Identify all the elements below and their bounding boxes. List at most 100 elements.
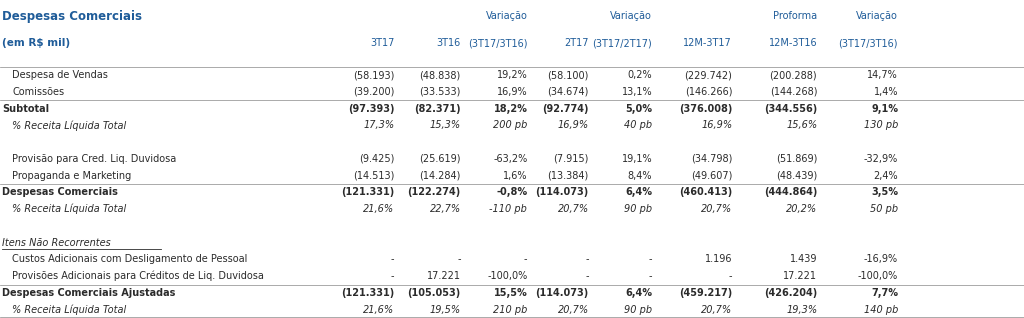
Text: (121.331): (121.331) <box>341 288 394 298</box>
Text: (49.607): (49.607) <box>691 171 732 181</box>
Text: % Receita Líquida Total: % Receita Líquida Total <box>12 120 127 131</box>
Text: -: - <box>649 271 652 281</box>
Text: -32,9%: -32,9% <box>864 154 898 164</box>
Text: 50 pb: 50 pb <box>870 204 898 214</box>
Text: 20,2%: 20,2% <box>786 204 817 214</box>
Text: (14.284): (14.284) <box>420 171 461 181</box>
Text: (39.200): (39.200) <box>353 87 394 97</box>
Text: -: - <box>524 254 527 264</box>
Text: 6,4%: 6,4% <box>626 288 652 298</box>
Text: 15,5%: 15,5% <box>494 288 527 298</box>
Text: 17.221: 17.221 <box>783 271 817 281</box>
Text: (9.425): (9.425) <box>358 154 394 164</box>
Text: (58.193): (58.193) <box>353 70 394 80</box>
Text: -: - <box>391 254 394 264</box>
Text: 16,9%: 16,9% <box>701 121 732 130</box>
Text: 14,7%: 14,7% <box>867 70 898 80</box>
Text: 17.221: 17.221 <box>427 271 461 281</box>
Text: 8,4%: 8,4% <box>628 171 652 181</box>
Text: (460.413): (460.413) <box>679 187 732 197</box>
Text: 5,0%: 5,0% <box>626 104 652 114</box>
Text: 3T16: 3T16 <box>436 38 461 48</box>
Text: -: - <box>586 254 589 264</box>
Text: 21,6%: 21,6% <box>364 305 394 315</box>
Text: (426.204): (426.204) <box>764 288 817 298</box>
Text: (114.073): (114.073) <box>536 288 589 298</box>
Text: Itens Não Recorrentes: Itens Não Recorrentes <box>2 238 111 248</box>
Text: (25.619): (25.619) <box>419 154 461 164</box>
Text: 2T17: 2T17 <box>564 38 589 48</box>
Text: (34.798): (34.798) <box>691 154 732 164</box>
Text: 19,2%: 19,2% <box>497 70 527 80</box>
Text: Subtotal: Subtotal <box>2 104 49 114</box>
Text: Proforma: Proforma <box>773 11 817 21</box>
Text: (376.008): (376.008) <box>679 104 732 114</box>
Text: (82.371): (82.371) <box>414 104 461 114</box>
Text: (121.331): (121.331) <box>341 187 394 197</box>
Text: 1.196: 1.196 <box>705 254 732 264</box>
Text: 20,7%: 20,7% <box>558 305 589 315</box>
Text: Provisões Adicionais para Créditos de Liq. Duvidosa: Provisões Adicionais para Créditos de Li… <box>12 271 264 281</box>
Text: -100,0%: -100,0% <box>487 271 527 281</box>
Text: 40 pb: 40 pb <box>625 121 652 130</box>
Text: (344.556): (344.556) <box>764 104 817 114</box>
Text: 130 pb: 130 pb <box>863 121 898 130</box>
Text: 13,1%: 13,1% <box>622 87 652 97</box>
Text: Provisão para Cred. Liq. Duvidosa: Provisão para Cred. Liq. Duvidosa <box>12 154 176 164</box>
Text: 0,2%: 0,2% <box>628 70 652 80</box>
Text: 15,6%: 15,6% <box>786 121 817 130</box>
Text: (114.073): (114.073) <box>536 187 589 197</box>
Text: -: - <box>458 254 461 264</box>
Text: % Receita Líquida Total: % Receita Líquida Total <box>12 204 127 214</box>
Text: (14.513): (14.513) <box>353 171 394 181</box>
Text: Custos Adicionais com Desligamento de Pessoal: Custos Adicionais com Desligamento de Pe… <box>12 254 248 264</box>
Text: -100,0%: -100,0% <box>858 271 898 281</box>
Text: % Receita Líquida Total: % Receita Líquida Total <box>12 304 127 315</box>
Text: 20,7%: 20,7% <box>701 305 732 315</box>
Text: 21,6%: 21,6% <box>364 204 394 214</box>
Text: 1.439: 1.439 <box>790 254 817 264</box>
Text: -63,2%: -63,2% <box>494 154 527 164</box>
Text: (58.100): (58.100) <box>548 70 589 80</box>
Text: 22,7%: 22,7% <box>430 204 461 214</box>
Text: 90 pb: 90 pb <box>625 204 652 214</box>
Text: (97.393): (97.393) <box>348 104 394 114</box>
Text: (444.864): (444.864) <box>764 187 817 197</box>
Text: Variação: Variação <box>485 11 527 21</box>
Text: 16,9%: 16,9% <box>497 87 527 97</box>
Text: (33.533): (33.533) <box>420 87 461 97</box>
Text: 20,7%: 20,7% <box>701 204 732 214</box>
Text: (92.774): (92.774) <box>543 104 589 114</box>
Text: (146.266): (146.266) <box>685 87 732 97</box>
Text: Despesas Comerciais Ajustadas: Despesas Comerciais Ajustadas <box>2 288 175 298</box>
Text: -: - <box>586 271 589 281</box>
Text: 20,7%: 20,7% <box>558 204 589 214</box>
Text: -16,9%: -16,9% <box>864 254 898 264</box>
Text: 90 pb: 90 pb <box>625 305 652 315</box>
Text: 12M-3T17: 12M-3T17 <box>683 38 732 48</box>
Text: Variação: Variação <box>610 11 652 21</box>
Text: (3T17/3T16): (3T17/3T16) <box>468 38 527 48</box>
Text: 15,3%: 15,3% <box>430 121 461 130</box>
Text: Despesa de Vendas: Despesa de Vendas <box>12 70 109 80</box>
Text: 200 pb: 200 pb <box>493 121 527 130</box>
Text: (3T17/2T17): (3T17/2T17) <box>593 38 652 48</box>
Text: 19,5%: 19,5% <box>430 305 461 315</box>
Text: 16,9%: 16,9% <box>558 121 589 130</box>
Text: -110 pb: -110 pb <box>489 204 527 214</box>
Text: 9,1%: 9,1% <box>871 104 898 114</box>
Text: Propaganda e Marketing: Propaganda e Marketing <box>12 171 131 181</box>
Text: Variação: Variação <box>856 11 898 21</box>
Text: -: - <box>391 271 394 281</box>
Text: 18,2%: 18,2% <box>494 104 527 114</box>
Text: 6,4%: 6,4% <box>626 187 652 197</box>
Text: -0,8%: -0,8% <box>497 187 527 197</box>
Text: (34.674): (34.674) <box>548 87 589 97</box>
Text: 3T17: 3T17 <box>370 38 394 48</box>
Text: (200.288): (200.288) <box>769 70 817 80</box>
Text: (122.274): (122.274) <box>408 187 461 197</box>
Text: 2,4%: 2,4% <box>873 171 898 181</box>
Text: 19,1%: 19,1% <box>622 154 652 164</box>
Text: 140 pb: 140 pb <box>863 305 898 315</box>
Text: (3T17/3T16): (3T17/3T16) <box>839 38 898 48</box>
